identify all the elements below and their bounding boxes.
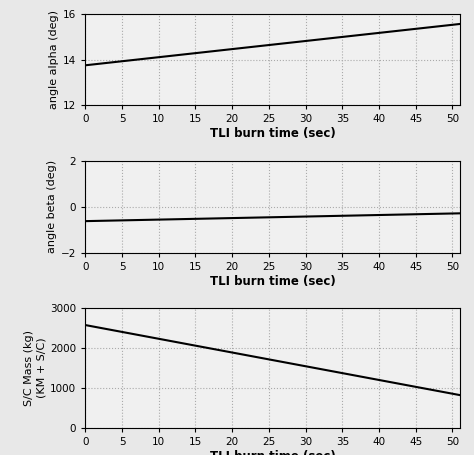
Y-axis label: angle beta (deg): angle beta (deg) [47, 160, 57, 253]
Y-axis label: angle alpha (deg): angle alpha (deg) [49, 10, 59, 109]
Y-axis label: S/C Mass (kg)
(KM + S/C): S/C Mass (kg) (KM + S/C) [24, 330, 46, 406]
X-axis label: TLI burn time (sec): TLI burn time (sec) [210, 275, 336, 288]
X-axis label: TLI burn time (sec): TLI burn time (sec) [210, 450, 336, 455]
X-axis label: TLI burn time (sec): TLI burn time (sec) [210, 127, 336, 140]
